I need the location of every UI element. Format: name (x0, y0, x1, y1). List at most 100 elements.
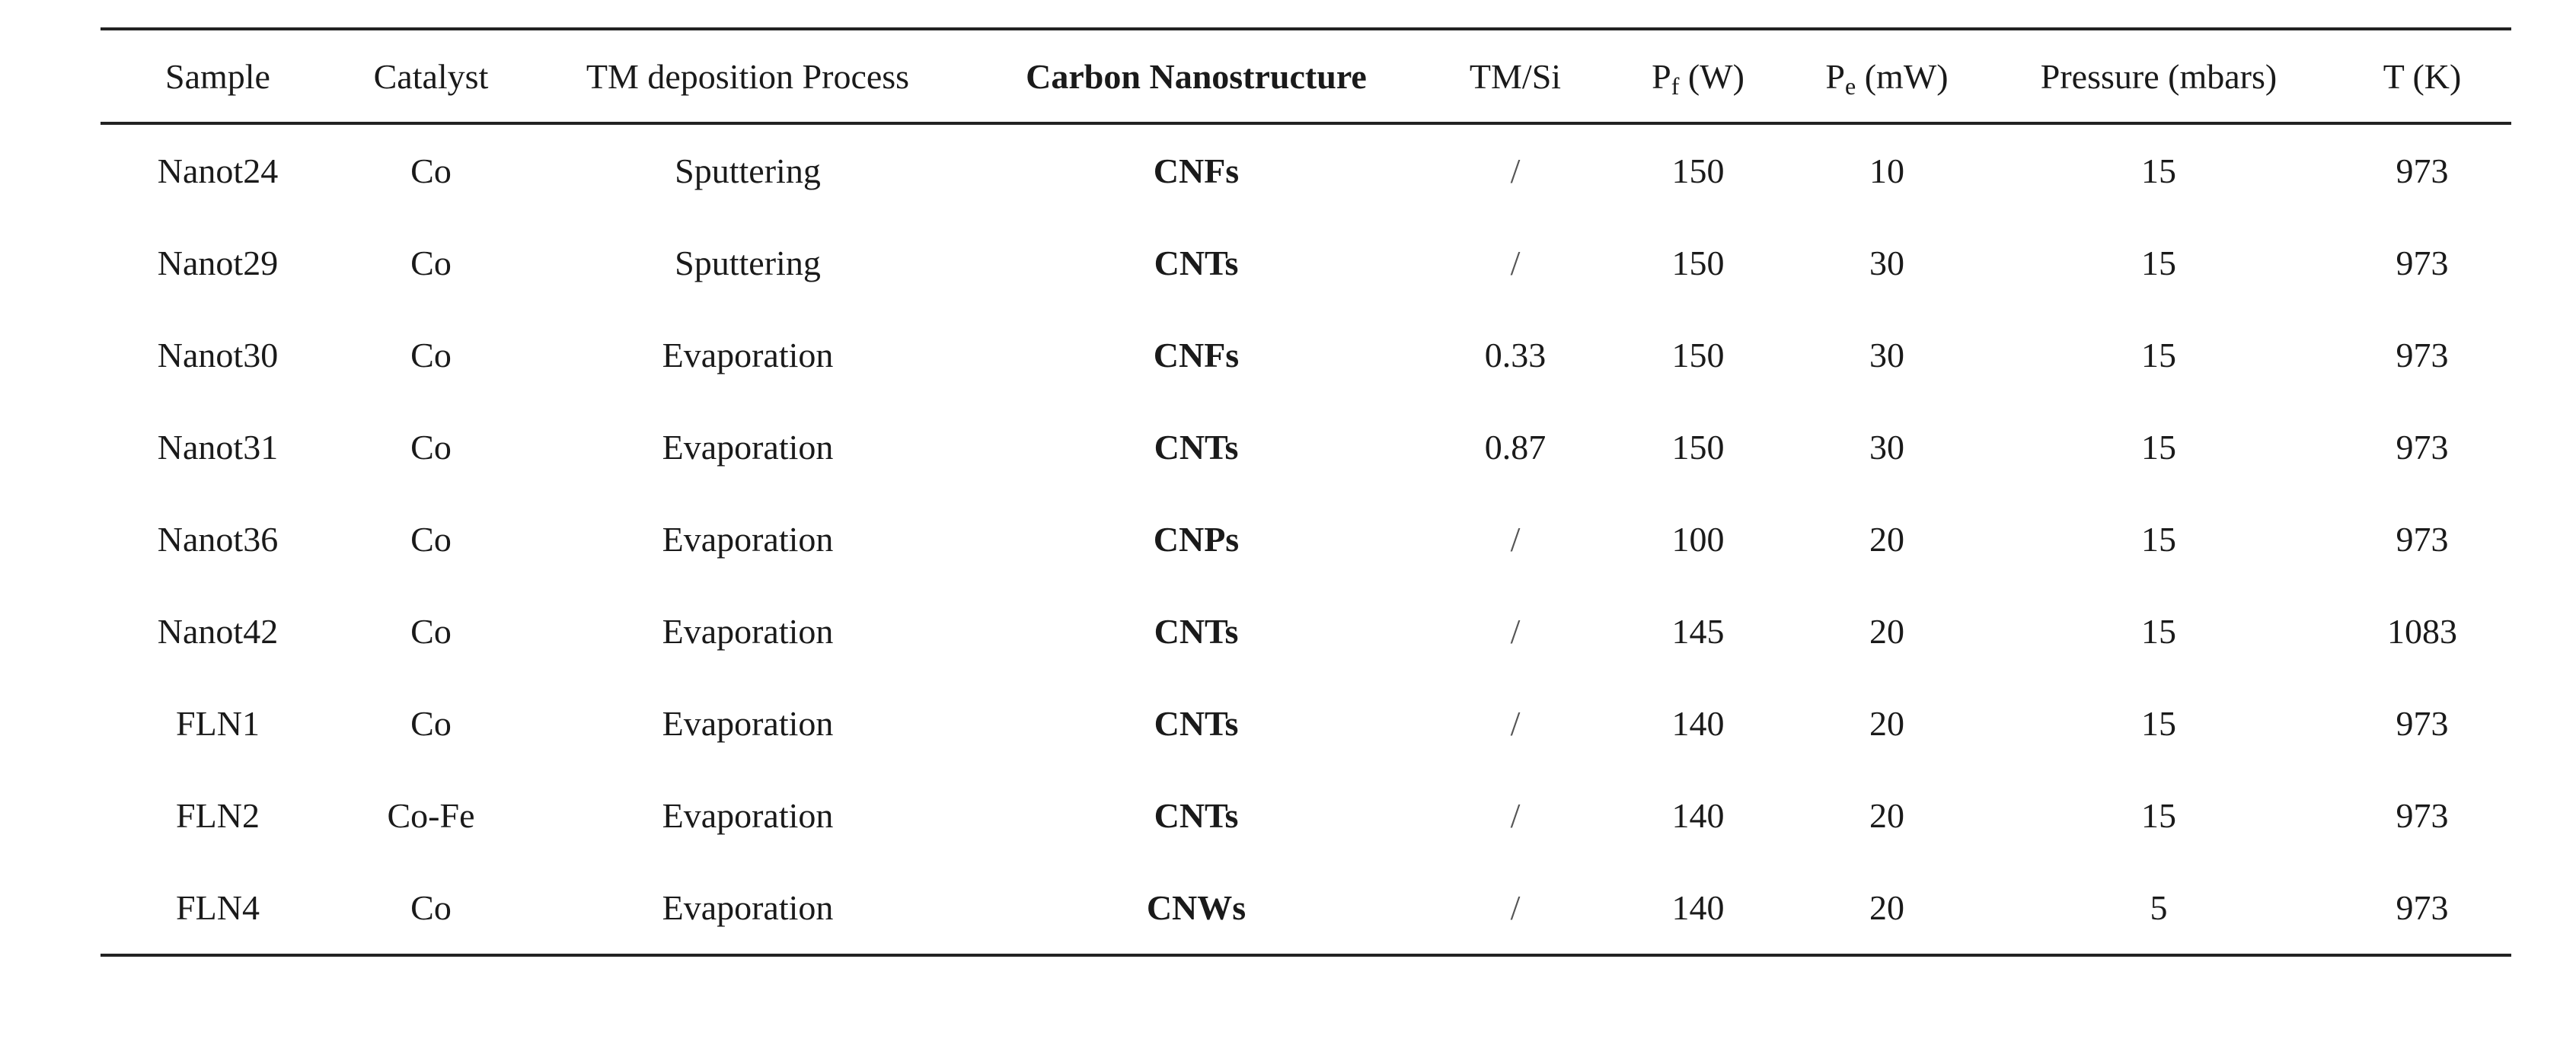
cell-pf: 140 (1671, 796, 1725, 835)
header-temperature: T (K) (2333, 27, 2511, 125)
cell-process: Evaporation (662, 796, 834, 835)
header-pe-main: P (1825, 56, 1846, 96)
cell-tm-si: 0.87 (1484, 428, 1547, 467)
cell-carbon: CNTs (1154, 244, 1239, 282)
cell-pressure: 15 (2141, 520, 2176, 559)
cell-pe: 20 (1869, 612, 1904, 651)
header-carbon-nanostructure: Carbon Nanostructure (969, 27, 1424, 125)
cell-pe: 30 (1869, 244, 1904, 282)
cell-tm-si: / (1510, 704, 1521, 743)
header-pf: Pf (W) (1607, 27, 1789, 125)
header-pressure: Pressure (mbars) (1984, 27, 2333, 125)
cell-temperature: 973 (2333, 862, 2511, 957)
cell-tm-si: / (1510, 244, 1521, 282)
cell-tm-si: / (1510, 151, 1521, 190)
cell-temperature: 973 (2396, 336, 2449, 374)
cell-pressure: 15 (2141, 612, 2176, 651)
cell-sample: FLN4 (101, 862, 335, 957)
cell-catalyst: Co (410, 704, 452, 743)
cell-tm-si: / (1510, 520, 1521, 559)
cell-carbon: CNTs (1154, 428, 1239, 467)
cell-process: Evaporation (662, 428, 834, 467)
table-row: FLN1 Co Evaporation CNTs / 140 20 15 973 (101, 677, 2511, 769)
cell-tm-si: / (1510, 612, 1521, 651)
table-row: FLN2 Co-Fe Evaporation CNTs / 140 20 15 … (101, 769, 2511, 862)
cell-sample: Nanot30 (157, 336, 279, 374)
cell-temperature: 973 (2396, 704, 2449, 743)
cell-pressure: 15 (2141, 796, 2176, 835)
cell-sample: Nanot42 (157, 612, 279, 651)
cell-pe: 20 (1869, 796, 1904, 835)
cell-tm-si: / (1424, 862, 1607, 957)
cell-pressure: 15 (2141, 244, 2176, 282)
header-pf-sub: f (1671, 72, 1680, 100)
cell-carbon: CNWs (969, 862, 1424, 957)
cell-catalyst: Co (410, 612, 452, 651)
header-pf-unit: (W) (1679, 56, 1744, 96)
cell-temperature: 973 (2396, 520, 2449, 559)
cell-pf: 150 (1671, 244, 1725, 282)
cell-temperature: 973 (2396, 428, 2449, 467)
cell-tm-si: 0.33 (1484, 336, 1547, 374)
cell-sample: FLN2 (176, 796, 260, 835)
cell-catalyst: Co (410, 520, 452, 559)
cell-temperature: 973 (2396, 151, 2449, 190)
cell-sample: FLN1 (176, 704, 260, 743)
cell-process: Evaporation (662, 704, 834, 743)
cell-process: Sputtering (675, 151, 821, 190)
cell-pf: 140 (1607, 862, 1789, 957)
cell-process: Evaporation (662, 520, 834, 559)
cell-pe: 20 (1789, 862, 1984, 957)
cell-temperature: 973 (2396, 244, 2449, 282)
table-row: Nanot24 Co Sputtering CNFs / 150 10 15 9… (101, 123, 2511, 217)
cell-process: Evaporation (527, 862, 969, 957)
header-row: Sample Catalyst TM deposition Process Ca… (101, 27, 2511, 125)
cell-pressure: 15 (2141, 428, 2176, 467)
table-row: Nanot30 Co Evaporation CNFs 0.33 150 30 … (101, 309, 2511, 401)
cell-temperature: 973 (2396, 796, 2449, 835)
header-catalyst: Catalyst (335, 27, 527, 125)
cell-pe: 30 (1869, 336, 1904, 374)
table-row: FLN4 Co Evaporation CNWs / 140 20 5 973 (101, 862, 2511, 957)
header-sample: Sample (101, 27, 335, 125)
cell-pe: 30 (1869, 428, 1904, 467)
cell-pf: 140 (1671, 704, 1725, 743)
cell-pf: 150 (1671, 428, 1725, 467)
header-tm-process: TM deposition Process (527, 27, 969, 125)
header-pe-sub: e (1845, 72, 1856, 100)
table-row: Nanot42 Co Evaporation CNTs / 145 20 15 … (101, 585, 2511, 677)
cell-pressure: 15 (2141, 151, 2176, 190)
cell-pf: 150 (1671, 151, 1725, 190)
table-row: Nanot29 Co Sputtering CNTs / 150 30 15 9… (101, 217, 2511, 309)
cell-pressure: 15 (2141, 336, 2176, 374)
cell-pf: 145 (1671, 612, 1725, 651)
cell-carbon: CNTs (1154, 796, 1239, 835)
cell-catalyst: Co (410, 244, 452, 282)
header-pe: Pe (mW) (1789, 27, 1984, 125)
cell-process: Evaporation (662, 612, 834, 651)
table-row: Nanot36 Co Evaporation CNPs / 100 20 15 … (101, 493, 2511, 585)
cell-catalyst: Co-Fe (387, 796, 475, 835)
cell-pe: 20 (1869, 520, 1904, 559)
cell-process: Evaporation (662, 336, 834, 374)
header-pf-main: P (1652, 56, 1671, 96)
cell-pe: 20 (1869, 704, 1904, 743)
cell-catalyst: Co (410, 428, 452, 467)
cell-catalyst: Co (410, 151, 452, 190)
cell-temperature: 1083 (2387, 612, 2457, 651)
samples-table: Sample Catalyst TM deposition Process Ca… (101, 27, 2511, 957)
header-tm-si: TM/Si (1424, 27, 1607, 125)
cell-carbon: CNTs (1154, 612, 1239, 651)
cell-pf: 150 (1671, 336, 1725, 374)
cell-carbon: CNFs (1153, 151, 1240, 190)
table-row: Nanot31 Co Evaporation CNTs 0.87 150 30 … (101, 401, 2511, 493)
cell-carbon: CNTs (1154, 704, 1239, 743)
header-pe-unit: (mW) (1856, 56, 1949, 96)
cell-catalyst: Co (335, 862, 527, 957)
cell-pressure: 5 (1984, 862, 2333, 957)
cell-pe: 10 (1869, 151, 1904, 190)
cell-process: Sputtering (675, 244, 821, 282)
cell-pf: 100 (1671, 520, 1725, 559)
cell-sample: Nanot31 (157, 428, 279, 467)
table-container: Sample Catalyst TM deposition Process Ca… (101, 27, 2511, 957)
